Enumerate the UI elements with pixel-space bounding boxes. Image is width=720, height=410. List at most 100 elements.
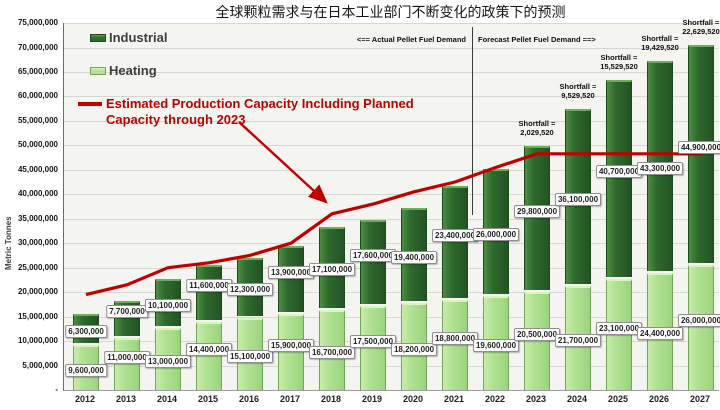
industrial-value-label: 11,600,000 <box>186 279 232 293</box>
industrial-bar <box>278 246 304 313</box>
heating-value-label: 15,100,000 <box>226 350 274 364</box>
heating-value-label: 18,800,000 <box>431 332 479 345</box>
chart-title: 全球颗粒需求与在日本工业部门不断变化的政策下的预测 <box>215 4 566 20</box>
heating-bar <box>606 279 632 390</box>
capacity-line-swatch-icon <box>78 102 102 106</box>
heating-bar <box>442 300 468 390</box>
shortfall-label: Shortfall = 15,529,520 <box>600 52 638 71</box>
heating-bar <box>524 291 550 390</box>
industrial-value-label: 40,700,000 <box>595 165 643 179</box>
x-axis-label: 2012 <box>74 394 96 404</box>
heating-bar <box>360 306 386 390</box>
y-axis-tick-label: 40,000,000 <box>17 189 58 199</box>
heating-value-label: 15,900,000 <box>267 339 315 353</box>
industrial-value-label: 26,000,000 <box>472 227 520 241</box>
heating-swatch-icon <box>90 66 106 75</box>
x-axis-label: 2027 <box>689 394 711 404</box>
industrial-bar <box>360 220 386 305</box>
industrial-value-label: 17,100,000 <box>308 263 356 277</box>
y-axis-tick-label: 35,000,000 <box>17 213 58 223</box>
legend-label-industrial: Industrial <box>109 30 168 45</box>
industrial-value-label: 6,300,000 <box>65 324 107 338</box>
legend-item-capacity: Estimated Production Capacity Including … <box>78 96 414 128</box>
y-axis-tick-label: 25,000,000 <box>17 262 58 272</box>
actual-forecast-divider <box>472 27 474 215</box>
y-axis-tick-label: 55,000,000 <box>17 115 58 125</box>
legend-item-industrial: Industrial <box>90 30 168 45</box>
heating-value-label: 9,600,000 <box>65 363 107 377</box>
heating-value-label: 21,700,000 <box>554 333 602 347</box>
gridline <box>64 145 719 147</box>
x-axis-label: 2019 <box>361 394 383 404</box>
y-axis-tick-label: 50,000,000 <box>17 140 58 150</box>
y-axis-tick-label: 10,000,000 <box>17 336 58 346</box>
heating-bar <box>688 264 714 390</box>
y-axis-tick-label: 5,000,000 <box>22 360 58 370</box>
heating-value-label: 17,500,000 <box>349 335 397 349</box>
y-axis-tick-label: 70,000,000 <box>17 42 58 52</box>
forecast-demand-annotation: Forecast Pellet Fuel Demand ==> <box>478 35 596 44</box>
capacity-legend-line2: Capacity through 2023 <box>106 112 246 127</box>
gridline <box>64 71 719 73</box>
x-axis-label: 2017 <box>279 394 301 404</box>
x-axis-label: 2020 <box>402 394 424 404</box>
gridline <box>64 120 719 122</box>
industrial-bar <box>688 45 714 263</box>
annotation-arrow-icon <box>238 121 328 204</box>
x-axis-label: 2025 <box>607 394 629 404</box>
heating-value-label: 23,100,000 <box>595 321 643 335</box>
industrial-value-label: 36,100,000 <box>554 192 602 206</box>
plot-area: <== Actual Pellet Fuel Demand Forecast P… <box>63 18 720 391</box>
heating-value-label: 16,700,000 <box>308 346 356 360</box>
legend-label-heating: Heating <box>109 63 157 78</box>
x-axis-label: 2016 <box>238 394 260 404</box>
gridline <box>64 365 719 367</box>
industrial-value-label: 7,700,000 <box>106 305 148 319</box>
y-axis-tick-label: 65,000,000 <box>17 66 58 76</box>
shortfall-label: Shortfall = 19,429,520 <box>641 33 679 52</box>
industrial-bar <box>606 79 632 277</box>
heating-value-label: 11,000,000 <box>104 351 150 365</box>
shortfall-label: Shortfall = 9,529,520 <box>559 82 597 101</box>
y-axis-tick-label: 60,000,000 <box>17 91 58 101</box>
heating-value-label: 20,500,000 <box>513 327 561 341</box>
gridline <box>64 47 719 49</box>
y-axis-zero-label: - <box>55 385 58 394</box>
x-axis-label: 2026 <box>648 394 670 404</box>
x-axis-label: 2024 <box>566 394 588 404</box>
industrial-value-label: 29,800,000 <box>513 204 561 218</box>
x-axis-label: 2013 <box>115 394 137 404</box>
y-axis-tick-label: 75,000,000 <box>17 18 58 27</box>
heating-value-label: 18,200,000 <box>390 342 438 356</box>
heating-value-label: 19,600,000 <box>472 339 520 352</box>
industrial-value-label: 10,100,000 <box>144 298 192 312</box>
industrial-swatch-icon <box>90 33 106 42</box>
industrial-value-label: 12,300,000 <box>226 283 274 296</box>
actual-demand-annotation: <== Actual Pellet Fuel Demand <box>356 35 466 44</box>
shortfall-label: Shortfall = 2,029,520 <box>518 118 556 137</box>
x-axis-label: 2022 <box>484 394 506 404</box>
industrial-value-label: 13,900,000 <box>267 266 315 280</box>
industrial-value-label: 43,300,000 <box>636 161 684 175</box>
x-axis-label: 2014 <box>156 394 178 404</box>
heating-value-label: 13,000,000 <box>144 355 192 369</box>
gridline <box>64 23 719 24</box>
y-axis-tick-label: 15,000,000 <box>17 311 58 321</box>
industrial-value-label: 19,400,000 <box>390 250 438 264</box>
industrial-value-label: 44,900,000 <box>677 140 720 154</box>
y-axis-tick-label: 30,000,000 <box>17 238 58 248</box>
gridline <box>64 316 719 318</box>
industrial-value-label: 17,600,000 <box>349 249 397 263</box>
heating-value-label: 14,400,000 <box>185 342 233 356</box>
x-axis-label: 2021 <box>443 394 465 404</box>
x-axis-label: 2023 <box>525 394 547 404</box>
industrial-value-label: 23,400,000 <box>431 228 479 242</box>
heating-value-label: 24,400,000 <box>636 327 684 341</box>
gridline <box>64 96 719 98</box>
capacity-legend-line1: Estimated Production Capacity Including … <box>106 96 414 111</box>
y-axis-tick-label: 45,000,000 <box>17 164 58 174</box>
legend-item-heating: Heating <box>90 63 157 78</box>
heating-value-label: 26,000,000 <box>677 314 720 328</box>
shortfall-label: Shortfall = 22,629,520 <box>682 18 720 37</box>
